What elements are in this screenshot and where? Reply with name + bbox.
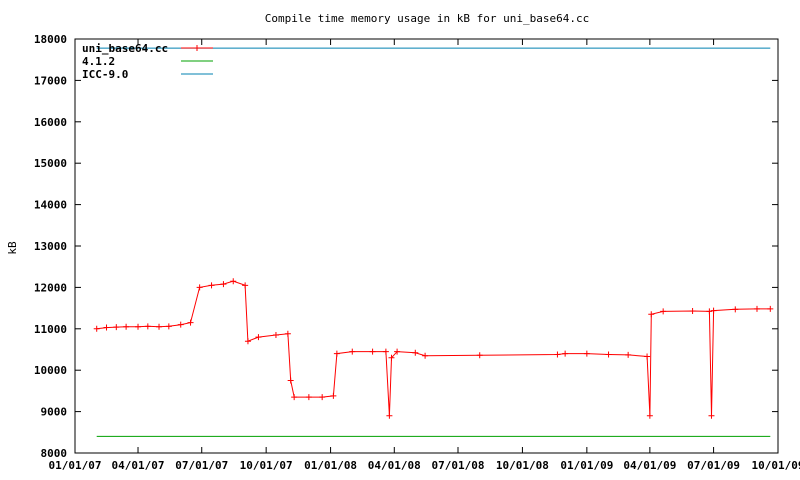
data-point: [349, 348, 356, 355]
data-point: [244, 338, 251, 345]
data-point: [177, 321, 184, 328]
data-point: [272, 332, 279, 339]
data-point: [291, 394, 298, 401]
data-point: [330, 392, 337, 399]
x-tick-label: 04/01/07: [112, 459, 165, 472]
data-point: [708, 412, 715, 419]
y-tick-label: 11000: [34, 323, 67, 336]
data-point: [605, 351, 612, 358]
x-tick-label: 10/01/07: [240, 459, 293, 472]
x-tick-label: 01/01/08: [304, 459, 357, 472]
data-point: [187, 319, 194, 326]
data-point: [144, 323, 151, 330]
data-point: [93, 325, 100, 332]
data-point: [220, 281, 227, 288]
data-point: [103, 324, 110, 331]
data-point: [333, 350, 340, 357]
data-point: [554, 351, 561, 358]
series-line-0: [96, 280, 771, 416]
y-tick-label: 13000: [34, 240, 67, 253]
y-tick-label: 14000: [34, 199, 67, 212]
y-tick-label: 8000: [41, 447, 68, 460]
data-point: [767, 305, 774, 312]
data-point: [196, 284, 203, 291]
chart-title: Compile time memory usage in kB for uni_…: [265, 12, 590, 25]
data-point: [562, 350, 569, 357]
x-tick-label: 04/01/09: [623, 459, 676, 472]
y-tick-label: 10000: [34, 364, 67, 377]
legend-label: ICC-9.0: [82, 68, 128, 81]
x-tick-label: 07/01/07: [175, 459, 228, 472]
axes: [74, 38, 779, 454]
legend-label: 4.1.2: [82, 55, 115, 68]
y-tick-label: 12000: [34, 281, 67, 294]
plot-frame: [74, 38, 779, 454]
data-point: [648, 311, 655, 318]
ticks: 8000 9000 10000 11000 12000 13000 14000 15000 16…: [34, 33, 800, 472]
data-point: [369, 348, 376, 355]
data-point: [394, 348, 401, 355]
y-tick-label: 15000: [34, 157, 67, 170]
x-tick-label: 10/01/09: [752, 459, 800, 472]
data-point: [165, 323, 172, 330]
x-tick-label: 01/01/09: [560, 459, 613, 472]
data-point: [113, 324, 120, 331]
y-axis-label: kB: [6, 241, 19, 255]
data-point: [135, 323, 142, 330]
data-point: [242, 282, 249, 289]
legend-label: uni_base64.cc: [82, 42, 168, 55]
data-point: [689, 307, 696, 314]
data-point: [319, 394, 326, 401]
x-tick-label: 10/01/08: [496, 459, 549, 472]
x-tick-label: 07/01/08: [432, 459, 485, 472]
data-point: [284, 330, 291, 337]
series-group: [93, 47, 774, 437]
data-point: [386, 412, 393, 419]
data-point: [476, 352, 483, 359]
data-point: [230, 278, 237, 285]
y-tick-label: 17000: [34, 74, 67, 87]
data-point: [753, 305, 760, 312]
data-point: [123, 323, 130, 330]
data-point: [388, 354, 395, 361]
data-point: [644, 353, 651, 360]
data-point: [710, 307, 717, 314]
y-tick-label: 9000: [41, 406, 68, 419]
data-point: [382, 348, 389, 355]
y-tick-label: 16000: [34, 116, 67, 129]
data-point: [255, 334, 262, 341]
data-point: [305, 394, 312, 401]
x-tick-label: 01/01/07: [49, 459, 102, 472]
data-point: [156, 323, 163, 330]
data-point: [660, 308, 667, 315]
data-point: [732, 306, 739, 313]
data-point: [287, 377, 294, 384]
y-tick-label: 18000: [34, 33, 67, 46]
data-point: [706, 308, 713, 315]
data-point: [422, 352, 429, 359]
data-point: [412, 349, 419, 356]
data-point: [208, 282, 215, 289]
data-point: [583, 350, 590, 357]
x-tick-label: 07/01/09: [687, 459, 740, 472]
data-point: [646, 412, 653, 419]
data-point: [625, 351, 632, 358]
legend-marker: [194, 45, 200, 51]
x-tick-label: 04/01/08: [368, 459, 421, 472]
